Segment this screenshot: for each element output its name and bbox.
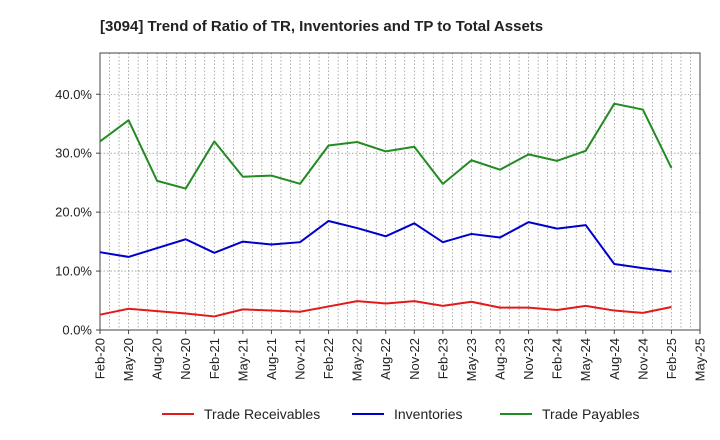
y-axis: 0.0% 10.0% 20.0% 30.0% 40.0% xyxy=(55,87,100,338)
x-tick-label: Feb-22 xyxy=(321,338,336,379)
x-tick-label: May-24 xyxy=(578,338,593,381)
series-line-inventories xyxy=(99,219,672,273)
x-tick-label: Feb-23 xyxy=(435,338,450,379)
legend-label-inventories: Inventories xyxy=(394,406,462,422)
series-line-trade-payables xyxy=(99,102,673,190)
y-tick-label: 0.0% xyxy=(62,323,92,338)
y-tick-label: 30.0% xyxy=(55,146,92,161)
x-tick-label: Nov-24 xyxy=(635,338,650,380)
x-tick-label: Aug-20 xyxy=(150,338,165,380)
x-tick-label: May-22 xyxy=(350,338,365,381)
x-tick-label: May-21 xyxy=(235,338,250,381)
x-tick-label: May-23 xyxy=(464,338,479,381)
x-tick-label: Feb-20 xyxy=(93,338,108,379)
x-tick-label: Nov-21 xyxy=(293,338,308,380)
x-tick-label: May-25 xyxy=(693,338,708,381)
x-tick-label: Nov-23 xyxy=(521,338,536,380)
x-tick-label: Feb-21 xyxy=(207,338,222,379)
y-tick-label: 10.0% xyxy=(55,264,92,279)
series-lines xyxy=(99,102,673,318)
legend: Trade Receivables Inventories Trade Payabl… xyxy=(162,406,640,422)
plot-frame xyxy=(99,52,701,331)
x-tick-label: May-20 xyxy=(121,338,136,381)
x-tick-label: Aug-22 xyxy=(378,338,393,380)
x-axis: Feb-20 May-20 Aug-20 Nov-20 Feb-21 May-21 Aug-… xyxy=(93,330,708,381)
x-tick-label: Aug-24 xyxy=(607,338,622,380)
chart-title: [3094] Trend of Ratio of TR, Inventories… xyxy=(100,18,543,35)
y-tick-label: 40.0% xyxy=(55,87,92,102)
grid xyxy=(100,53,700,330)
x-tick-label: Aug-23 xyxy=(493,338,508,380)
x-tick-label: Feb-24 xyxy=(550,338,565,379)
x-tick-label: Aug-21 xyxy=(264,338,279,380)
series-line-trade-receivables xyxy=(99,300,672,318)
legend-label-trade-payables: Trade Payables xyxy=(542,406,640,422)
x-tick-label: Feb-25 xyxy=(664,338,679,379)
y-tick-label: 20.0% xyxy=(55,205,92,220)
legend-label-trade-receivables: Trade Receivables xyxy=(204,406,320,422)
x-tick-label: Nov-22 xyxy=(407,338,422,380)
x-tick-label: Nov-20 xyxy=(178,338,193,380)
